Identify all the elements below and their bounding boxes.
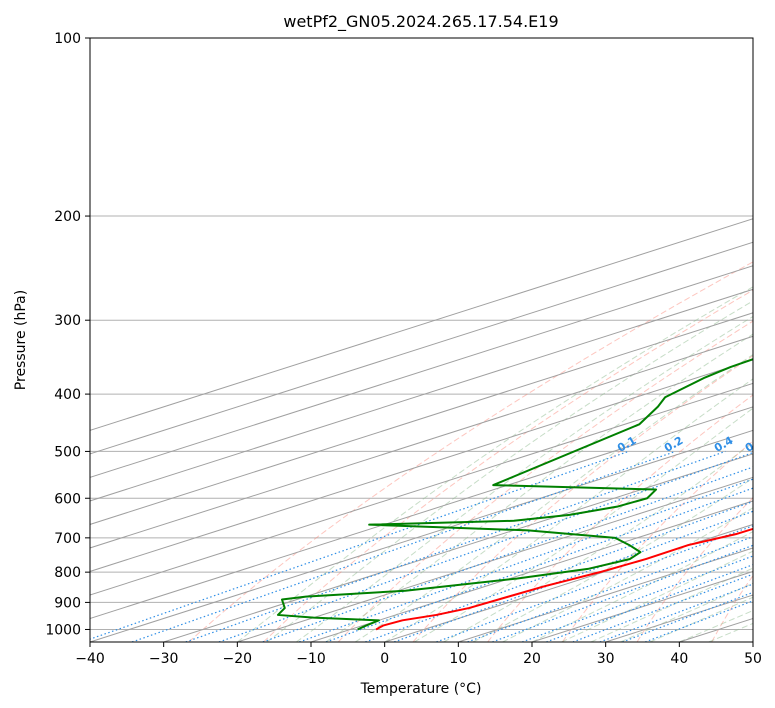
- isotherm: [90, 335, 753, 549]
- moist-adiabat: [266, 300, 753, 642]
- isotherm: [384, 523, 753, 642]
- x-tick-label: 20: [523, 651, 541, 667]
- isotherm: [90, 265, 753, 478]
- y-tick-label: 800: [54, 565, 81, 581]
- y-tick-label: 300: [54, 313, 81, 329]
- mixing-ratio-line: [393, 510, 753, 642]
- y-tick-label: 900: [54, 595, 81, 611]
- y-tick-label: 500: [54, 444, 81, 460]
- y-tick-label: 600: [54, 491, 81, 507]
- x-tick-label: 50: [744, 651, 762, 667]
- mixing-ratio-line: [90, 450, 629, 640]
- mixing-ratio-line: [365, 500, 753, 642]
- temperature-profile: [375, 527, 753, 631]
- sounding-series: [276, 358, 753, 631]
- isotherm: [90, 429, 753, 642]
- dry-adiabat: [487, 394, 753, 642]
- isotherms: [90, 218, 753, 642]
- x-axis-label: Temperature (°C): [360, 681, 482, 697]
- y-tick-label: 700: [54, 531, 81, 547]
- isotherm: [237, 476, 753, 642]
- dry-adiabat: [412, 355, 753, 642]
- x-tick-label: −10: [296, 651, 326, 667]
- mixing-ratio-line: [218, 451, 753, 642]
- isotherm: [310, 500, 753, 642]
- moist-adiabat: [502, 507, 753, 642]
- isotherm: [90, 241, 753, 455]
- dry-adiabat: [188, 261, 753, 642]
- mixing-ratio-lines: [90, 450, 753, 642]
- axes: −40 −30 −20 −10 0 10 20 30 40 50 100 200 300 400 500 60…: [45, 31, 762, 667]
- isotherm: [90, 406, 753, 620]
- chart-title: wetPf2_GN05.2024.265.17.54.E19: [283, 12, 558, 32]
- plot-frame: [89, 37, 754, 643]
- y-tick-label: 1000: [45, 622, 81, 638]
- dry-adiabat: [561, 440, 753, 642]
- y-tick-label: 400: [54, 387, 81, 403]
- x-tick-label: 10: [449, 651, 467, 667]
- x-tick-label: 0: [380, 651, 389, 667]
- mixing-ratio-line: [131, 450, 676, 642]
- isotherm: [90, 288, 753, 502]
- isotherm: [90, 312, 753, 525]
- plot-area: -100-90-80-70-60-50-40-30-20-100.10.20.4…: [90, 38, 767, 642]
- isotherm: [90, 382, 753, 596]
- mixing-ratio-label: 0.6: [743, 434, 767, 455]
- moist-adiabat: [620, 582, 753, 642]
- pressure-grid: [90, 38, 753, 630]
- y-axis-label: Pressure (hPa): [13, 290, 29, 390]
- x-tick-label: 30: [597, 651, 615, 667]
- x-tick-label: −20: [223, 651, 253, 667]
- x-tick-label: 40: [670, 651, 688, 667]
- y-tick-label: 100: [54, 31, 81, 47]
- moist-adiabat: [531, 531, 753, 642]
- y-tick-label: 200: [54, 209, 81, 225]
- dewpoint-profile: [276, 358, 753, 631]
- x-tick-label: −30: [149, 651, 179, 667]
- moist-adiabat: [590, 567, 753, 642]
- moist-adiabat: [472, 477, 753, 642]
- mixing-ratio-line: [299, 478, 753, 642]
- mixing-ratio-line: [492, 544, 753, 642]
- moist-adiabat: [237, 286, 753, 642]
- moist-adiabat: [325, 333, 753, 642]
- isotherm: [90, 359, 753, 572]
- mixing-ratio-line: [467, 536, 753, 642]
- isotherm: [163, 453, 753, 642]
- mixing-ratio-line: [325, 487, 753, 642]
- x-tick-label: −40: [75, 651, 105, 667]
- isotherm: [90, 218, 753, 431]
